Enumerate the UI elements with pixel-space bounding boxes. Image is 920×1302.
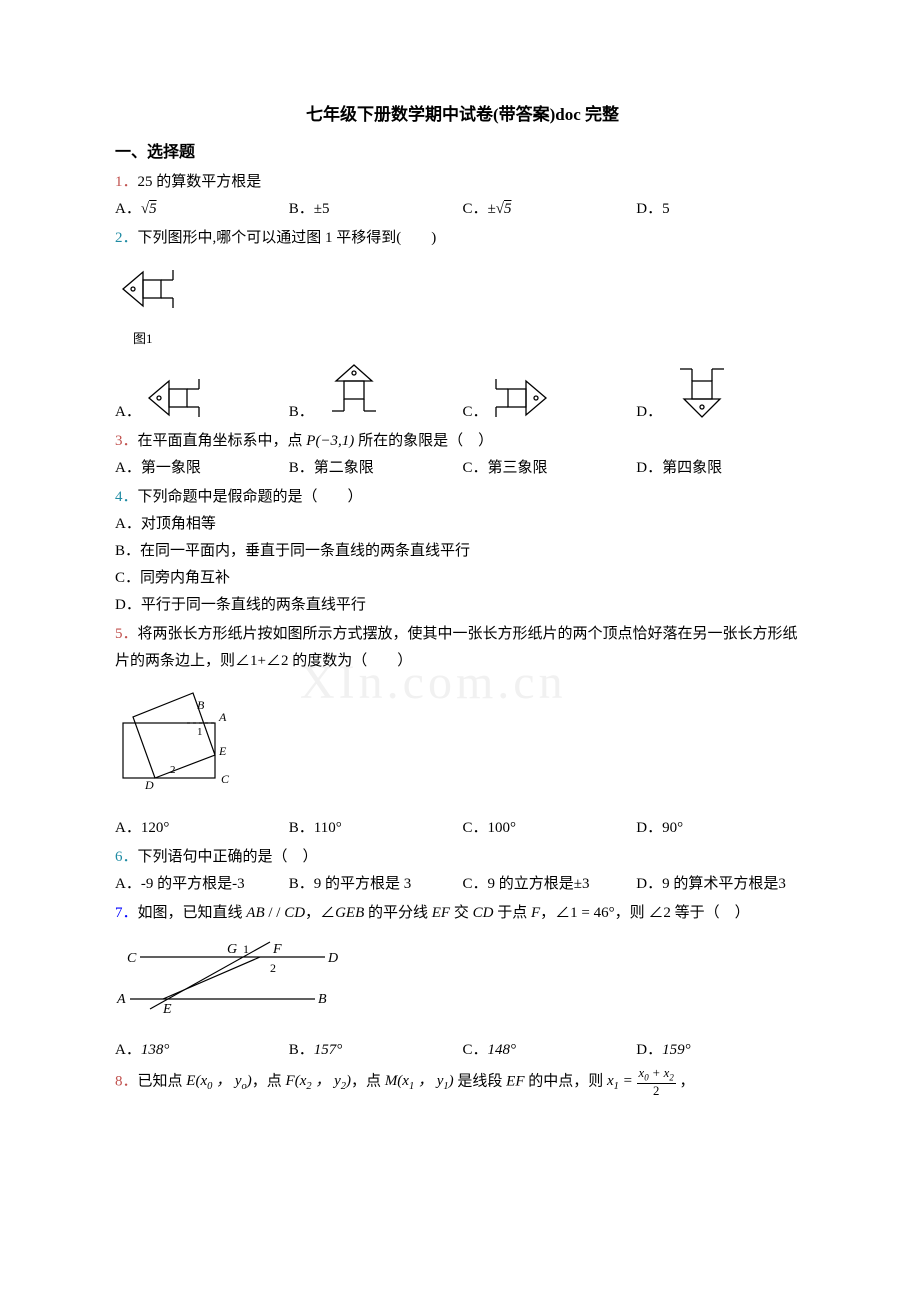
svg-text:A: A <box>116 992 126 1007</box>
q3-choice-a: A．第一象限 <box>115 455 289 482</box>
q1-choice-d: D．5 <box>636 196 810 223</box>
fig1-label: 图1 <box>133 327 810 350</box>
svg-text:2: 2 <box>170 764 176 776</box>
page-title: 七年级下册数学期中试卷(带答案)doc 完整 <box>115 100 810 131</box>
question-3: 3．在平面直角坐标系中，点 P(−3,1) 所在的象限是（ ） A．第一象限 B… <box>115 428 810 482</box>
q5-choice-d: D．90° <box>636 815 810 842</box>
svg-text:1: 1 <box>243 942 249 956</box>
svg-text:B: B <box>197 698 205 712</box>
q3-choice-c: C．第三象限 <box>463 455 637 482</box>
q4-choice-d: D．平行于同一条直线的两条直线平行 <box>115 592 810 619</box>
q7-choice-c: C．148° <box>463 1037 637 1064</box>
question-6: 6．下列语句中正确的是（ ） A．-9 的平方根是-3 B．9 的平方根是 3 … <box>115 844 810 898</box>
q4-choice-b: B．在同一平面内，垂直于同一条直线的两条直线平行 <box>115 538 810 565</box>
svg-text:C: C <box>127 951 137 966</box>
q2-choice-a: A． <box>115 371 289 426</box>
q6-choice-d: D．9 的算术平方根是3 <box>636 871 810 898</box>
q5-num: 5． <box>115 626 138 642</box>
q6-text: 下列语句中正确的是（ ） <box>138 849 318 865</box>
q4-num: 4． <box>115 489 138 505</box>
q3-num: 3． <box>115 433 138 449</box>
q5-choice-c: C．100° <box>463 815 637 842</box>
question-2: 2．下列图形中,哪个可以通过图 1 平移得到( ) 图1 A． <box>115 225 810 425</box>
q3-choice-d: D．第四象限 <box>636 455 810 482</box>
q3-choice-b: B．第二象限 <box>289 455 463 482</box>
question-4: 4．下列命题中是假命题的是（ ） A．对顶角相等 B．在同一平面内，垂直于同一条… <box>115 484 810 619</box>
q4-choice-a: A．对顶角相等 <box>115 511 810 538</box>
q3-text-prefix: 在平面直角坐标系中，点 <box>138 433 303 449</box>
question-7: 7．如图，已知直线 AB / / CD，∠GEB 的平分线 EF 交 CD 于点… <box>115 900 810 1064</box>
svg-text:F: F <box>272 942 282 957</box>
svg-text:D: D <box>327 951 338 966</box>
q8-num: 8． <box>115 1073 138 1089</box>
svg-text:A: A <box>218 710 227 724</box>
q6-choice-c: C．9 的立方根是±3 <box>463 871 637 898</box>
q5-choice-a: A．120° <box>115 815 289 842</box>
q2-text: 下列图形中,哪个可以通过图 1 平移得到( ) <box>138 230 437 246</box>
q2-num: 2． <box>115 230 138 246</box>
question-1: 1．25 的算数平方根是 A．√5 B．±5 C．±√5 D．5 <box>115 169 810 223</box>
q5-text: 将两张长方形纸片按如图所示方式摆放，使其中一张长方形纸片的两个顶点恰好落在另一张… <box>115 626 798 669</box>
svg-text:C: C <box>221 772 230 786</box>
q1-choice-b: B．±5 <box>289 196 463 223</box>
q1-text: 25 的算数平方根是 <box>138 174 262 190</box>
question-8: 8．已知点 E(x0 ， yo)，点 F(x2 ， y2)，点 M(x1 ， y… <box>115 1066 810 1098</box>
svg-text:1: 1 <box>197 726 203 738</box>
fish-figure-1 <box>115 262 185 317</box>
q7-choice-d: D．159° <box>636 1037 810 1064</box>
svg-text:D: D <box>144 778 154 792</box>
section-header: 一、选择题 <box>115 139 810 168</box>
question-5: 5．将两张长方形纸片按如图所示方式摆放，使其中一张长方形纸片的两个顶点恰好落在另… <box>115 621 810 842</box>
q6-num: 6． <box>115 849 138 865</box>
q1-choice-c: C．±√5 <box>463 196 637 223</box>
q7-figure: C D A B G 1 F 2 E <box>115 937 345 1017</box>
q5-choice-b: B．110° <box>289 815 463 842</box>
q2-choice-c: C． <box>463 371 637 426</box>
svg-text:G: G <box>227 942 237 957</box>
q2-choice-b: B． <box>289 361 463 426</box>
q4-text: 下列命题中是假命题的是（ ） <box>138 489 363 505</box>
q1-choice-a: A．√5 <box>115 196 289 223</box>
q4-choice-c: C．同旁内角互补 <box>115 565 810 592</box>
svg-text:E: E <box>162 1002 172 1017</box>
q2-choice-d: D． <box>636 361 810 426</box>
q3-text-suffix: 所在的象限是（ ） <box>354 433 493 449</box>
q1-num: 1． <box>115 174 138 190</box>
svg-text:E: E <box>218 744 227 758</box>
q7-choice-b: B．157° <box>289 1037 463 1064</box>
q7-num: 7． <box>115 905 138 921</box>
q6-choice-a: A．-9 的平方根是-3 <box>115 871 289 898</box>
q6-choice-b: B．9 的平方根是 3 <box>289 871 463 898</box>
svg-text:2: 2 <box>270 961 276 975</box>
q5-figure: B A 1 E 2 D C <box>115 685 255 795</box>
q7-choice-a: A．138° <box>115 1037 289 1064</box>
svg-text:B: B <box>318 992 327 1007</box>
